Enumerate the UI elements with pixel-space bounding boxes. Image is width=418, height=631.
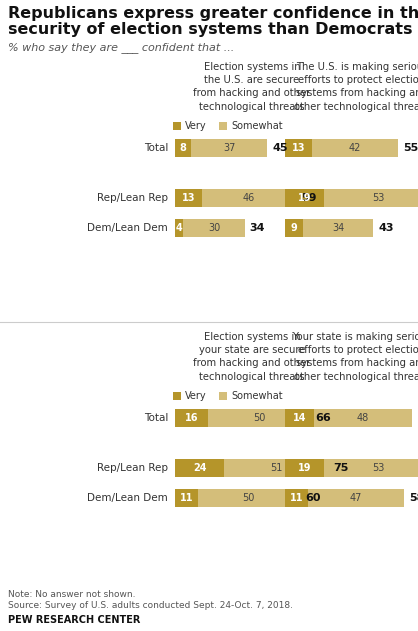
Bar [175,219,183,237]
Text: 24: 24 [193,463,206,473]
Text: 19: 19 [298,193,311,203]
Text: 34: 34 [250,223,265,233]
Bar [191,139,267,157]
Text: 4: 4 [176,223,183,233]
Bar [303,219,373,237]
Text: Your state is making serious
efforts to protect election
systems from hacking an: Your state is making serious efforts to … [292,332,418,382]
Bar [285,459,324,477]
Bar [198,489,300,507]
Bar [175,459,224,477]
Bar [208,409,310,427]
Bar [314,409,412,427]
Text: 53: 53 [372,463,385,473]
Text: 13: 13 [181,193,195,203]
Text: PEW RESEARCH CENTER: PEW RESEARCH CENTER [8,615,140,625]
Text: 50: 50 [253,413,265,423]
Text: security of election systems than Democrats: security of election systems than Democr… [8,22,413,37]
Text: Very: Very [185,121,206,131]
Text: Republicans express greater confidence in the: Republicans express greater confidence i… [8,6,418,21]
Bar [173,122,181,130]
Text: Rep/Lean Rep: Rep/Lean Rep [97,463,168,473]
Text: 9: 9 [291,223,298,233]
Text: 53: 53 [372,193,385,203]
Text: Somewhat: Somewhat [231,121,283,131]
Text: 46: 46 [243,193,255,203]
Text: Dem/Lean Dem: Dem/Lean Dem [87,223,168,233]
Text: 42: 42 [349,143,361,153]
Text: 59: 59 [301,193,316,203]
Text: 43: 43 [378,223,394,233]
Text: 58: 58 [409,493,418,503]
Text: 50: 50 [242,493,255,503]
Bar [224,459,329,477]
Bar [201,189,296,207]
Text: Somewhat: Somewhat [231,391,283,401]
Text: 11: 11 [179,493,193,503]
Text: Total: Total [144,143,168,153]
Text: 48: 48 [357,413,369,423]
Text: Source: Survey of U.S. adults conducted Sept. 24-Oct. 7, 2018.: Source: Survey of U.S. adults conducted … [8,601,293,610]
Text: 13: 13 [292,143,305,153]
Bar [175,409,208,427]
Bar [175,139,191,157]
Bar [312,139,398,157]
Text: 66: 66 [315,413,331,423]
Text: 30: 30 [208,223,220,233]
Bar [285,489,308,507]
Text: Dem/Lean Dem: Dem/Lean Dem [87,493,168,503]
Bar [219,122,227,130]
Bar [285,409,314,427]
Text: 14: 14 [293,413,306,423]
Text: 63: 63 [417,413,418,423]
Text: 51: 51 [270,463,283,473]
Text: 47: 47 [349,493,362,503]
Text: 37: 37 [223,143,235,153]
Text: 34: 34 [332,223,344,233]
Text: Rep/Lean Rep: Rep/Lean Rep [97,193,168,203]
Bar [285,139,312,157]
Bar [308,489,404,507]
Text: 19: 19 [298,463,311,473]
Bar [285,219,303,237]
Text: 11: 11 [290,493,303,503]
Text: % who say they are ___ confident that ...: % who say they are ___ confident that ..… [8,42,234,53]
Text: 60: 60 [305,493,321,503]
Text: 45: 45 [272,143,288,153]
Bar [285,189,324,207]
Text: Note: No answer not shown.: Note: No answer not shown. [8,590,135,599]
Bar [219,392,227,400]
Bar [175,189,201,207]
Text: 8: 8 [180,143,187,153]
Bar [324,189,418,207]
Text: 16: 16 [185,413,198,423]
Text: Very: Very [185,391,206,401]
Text: The U.S. is making serious
efforts to protect election
systems from hacking and
: The U.S. is making serious efforts to pr… [294,62,418,112]
Bar [183,219,245,237]
Text: 75: 75 [334,463,349,473]
Text: Election systems in
your state are secure
from hacking and other
technological t: Election systems in your state are secur… [193,332,311,382]
Bar [173,392,181,400]
Bar [175,489,198,507]
Text: Total: Total [144,413,168,423]
Text: 55: 55 [403,143,418,153]
Text: Election systems in
the U.S. are secure
from hacking and other
technological thr: Election systems in the U.S. are secure … [193,62,311,112]
Bar [324,459,418,477]
